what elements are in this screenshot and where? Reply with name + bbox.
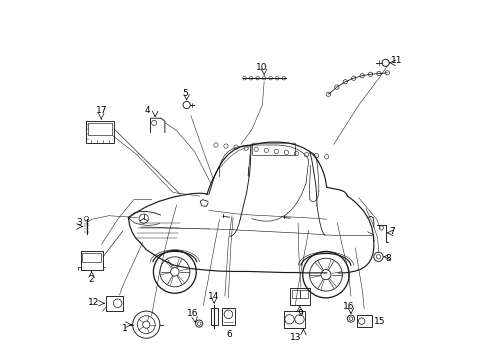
- Bar: [289, 288, 309, 305]
- Bar: [85, 121, 114, 143]
- Text: 10: 10: [255, 63, 266, 72]
- Bar: [82, 253, 101, 262]
- Bar: [87, 123, 112, 135]
- Text: 1: 1: [122, 324, 127, 333]
- Bar: [210, 307, 217, 325]
- Text: 13: 13: [289, 333, 300, 342]
- Text: 5: 5: [182, 89, 188, 98]
- Bar: [284, 311, 304, 328]
- Bar: [105, 296, 122, 311]
- Bar: [221, 308, 235, 325]
- Text: 9: 9: [297, 309, 303, 318]
- Text: 16: 16: [343, 302, 354, 311]
- Text: 6: 6: [226, 330, 231, 339]
- Bar: [292, 291, 300, 298]
- Bar: [356, 315, 372, 327]
- Text: 15: 15: [373, 317, 385, 326]
- Text: 14: 14: [207, 292, 219, 301]
- Text: 2: 2: [88, 275, 94, 284]
- Text: 4: 4: [144, 105, 149, 114]
- Text: 17: 17: [96, 106, 107, 115]
- Text: 12: 12: [88, 298, 100, 307]
- Bar: [300, 291, 307, 298]
- Text: 3: 3: [76, 218, 81, 227]
- Text: 7: 7: [389, 226, 394, 235]
- Bar: [81, 251, 102, 270]
- Text: 8: 8: [384, 254, 390, 263]
- Text: 16: 16: [186, 309, 198, 318]
- Text: 11: 11: [390, 56, 401, 65]
